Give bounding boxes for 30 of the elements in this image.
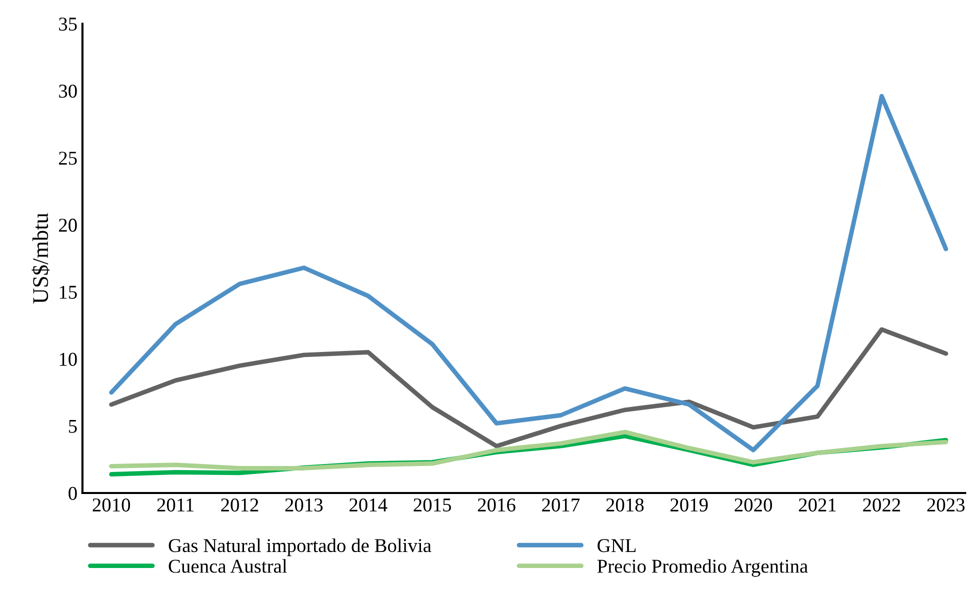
y-tick-label: 25 xyxy=(59,152,77,165)
legend-label: Cuenca Austral xyxy=(168,559,287,573)
legend-label: Gas Natural importado de Bolivia xyxy=(168,538,432,556)
line-series xyxy=(109,327,948,448)
y-tick-label: 20 xyxy=(59,218,77,232)
x-tick-label: 2021 xyxy=(798,498,836,512)
x-tick-label: 2011 xyxy=(157,498,194,512)
x-tick-label: 2016 xyxy=(478,498,516,512)
y-tick-label: 5 xyxy=(68,420,77,433)
x-tick-label: 2022 xyxy=(863,498,900,512)
legend-label: GNL xyxy=(598,539,636,552)
line-series xyxy=(109,94,948,452)
x-tick-label: 2019 xyxy=(670,498,708,512)
x-tick-label: 2014 xyxy=(350,498,388,512)
x-tick-label: 2018 xyxy=(606,498,644,512)
x-tick-label: 2010 xyxy=(92,498,130,512)
y-tick-label: 15 xyxy=(60,286,77,299)
x-tick-label: 2015 xyxy=(414,498,452,512)
legend-label: Precio Promedio Argentina xyxy=(597,559,808,577)
y-axis-title: US$/mbtu xyxy=(32,213,50,304)
y-tick-label: 30 xyxy=(59,84,77,98)
y-tick-label: 35 xyxy=(59,18,77,31)
x-tick-label: 2012 xyxy=(221,498,258,512)
y-tick-label: 0 xyxy=(68,486,77,500)
x-tick-label: 2013 xyxy=(285,498,323,512)
x-tick-label: 2023 xyxy=(927,498,965,512)
line-series xyxy=(109,430,948,470)
x-tick-label: 2020 xyxy=(734,498,772,512)
x-tick-label: 2017 xyxy=(542,498,580,512)
y-tick-label: 10 xyxy=(60,352,77,366)
